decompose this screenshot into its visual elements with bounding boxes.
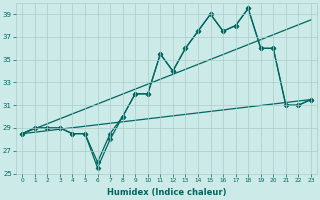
X-axis label: Humidex (Indice chaleur): Humidex (Indice chaleur) [107, 188, 226, 197]
